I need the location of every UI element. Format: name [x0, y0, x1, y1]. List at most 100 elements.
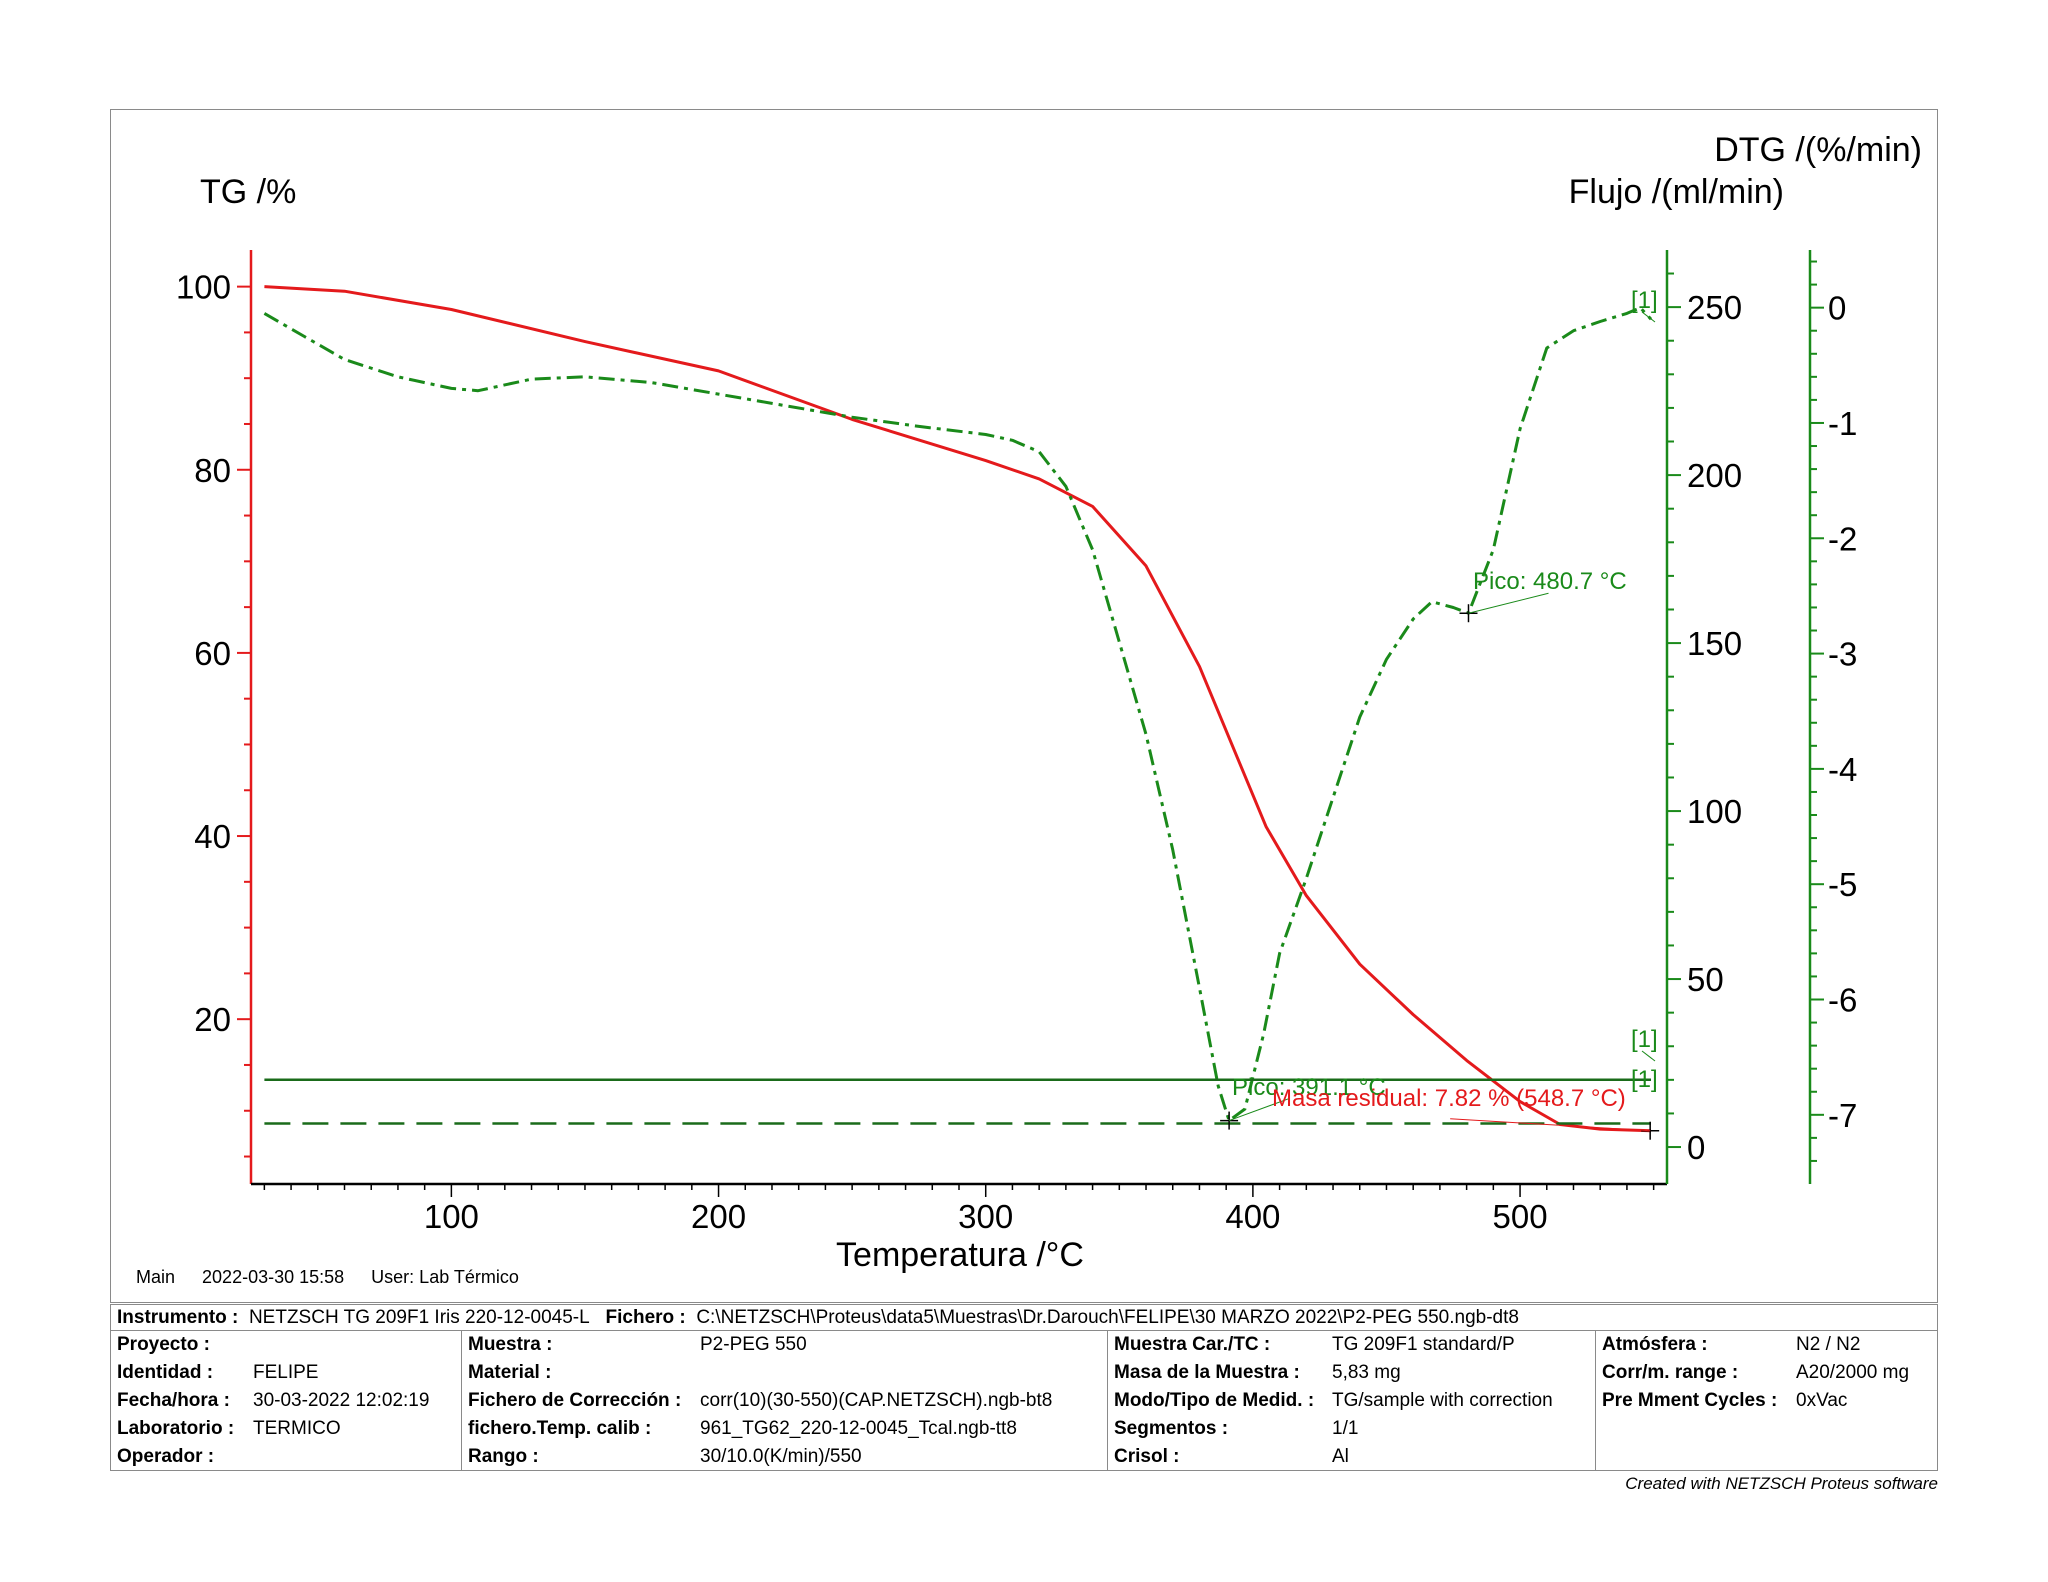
info-row: Segmentos : 1/1 — [1108, 1415, 1595, 1443]
info-column-3: Muestra Car./TC : TG 209F1 standard/P Masa… — [1107, 1331, 1595, 1470]
info-value: TG/sample with correction — [1332, 1390, 1553, 1411]
info-value: A20/2000 mg — [1796, 1362, 1910, 1383]
info-row: Muestra Car./TC : TG 209F1 standard/P — [1108, 1331, 1595, 1359]
info-column-4: Atmósfera : N2 / N2 Corr/m. range : A20/200… — [1595, 1331, 1939, 1470]
info-value: 0xVac — [1796, 1390, 1848, 1411]
info-key: Fichero de Corrección : — [468, 1390, 682, 1411]
info-value: 961_TG62_220-12-0045_Tcal.ngb-tt8 — [700, 1418, 1017, 1439]
info-row: Fecha/hora : 30-03-2022 12:02:19 — [111, 1387, 461, 1415]
info-value: N2 / N2 — [1796, 1334, 1861, 1355]
info-key: Muestra Car./TC : — [1114, 1334, 1271, 1355]
x-tick-label: 300 — [958, 1198, 1013, 1235]
info-row: Crisol : Al — [1108, 1443, 1595, 1471]
dtg-tick-label: -7 — [1828, 1097, 1857, 1134]
x-tick-label: 100 — [424, 1198, 479, 1235]
dtg-tick-label: -3 — [1828, 636, 1857, 673]
info-row: Corr/m. range : A20/2000 mg — [1596, 1359, 1939, 1387]
info-row: Material : — [462, 1359, 1107, 1387]
info-row: fichero.Temp. calib : 961_TG62_220-12-004… — [462, 1415, 1107, 1443]
dtg-end-leader — [1641, 311, 1656, 323]
tg-tick-label: 100 — [176, 269, 231, 306]
dtg-tick-label: -1 — [1828, 405, 1857, 442]
info-value: 1/1 — [1332, 1418, 1359, 1439]
axes: 20 40 60 80 100 100 200 300 400 500 0 50 100 150 200 25… — [176, 250, 1857, 1235]
flow-tick-label: 150 — [1687, 625, 1742, 662]
residual-leader — [1450, 1118, 1651, 1132]
info-row: Rango : 30/10.0(K/min)/550 — [462, 1443, 1107, 1471]
flow-tick-label: 0 — [1687, 1129, 1705, 1166]
flow2-end-marker: [1] — [1631, 1066, 1658, 1093]
info-row: Muestra : P2-PEG 550 — [462, 1331, 1107, 1359]
info-value: corr(10)(30-550)(CAP.NETZSCH).ngb-bt8 — [700, 1390, 1053, 1411]
flow-axis-title: Flujo /(ml/min) — [1569, 173, 1784, 211]
info-row: Pre Mment Cycles : 0xVac — [1596, 1387, 1939, 1415]
info-key: Modo/Tipo de Medid. : — [1114, 1390, 1315, 1411]
flow1-end-marker: [1] — [1631, 1026, 1658, 1053]
flow-tick-label: 200 — [1687, 457, 1742, 494]
info-table: Proyecto : Identidad : FELIPE Fecha/hora : 3… — [110, 1331, 1938, 1471]
info-value: FELIPE — [253, 1362, 319, 1383]
info-row: Operador : — [111, 1443, 461, 1471]
dtg-tick-label: 0 — [1828, 290, 1846, 327]
info-key: Operador : — [117, 1446, 215, 1467]
dtg-tick-label: -2 — [1828, 520, 1857, 557]
series-dtg — [263, 306, 1653, 1123]
info-key: Atmósfera : — [1602, 1334, 1708, 1355]
info-key: Muestra : — [468, 1334, 553, 1355]
info-value: 30-03-2022 12:02:19 — [253, 1390, 430, 1411]
dtg-axis-title: DTG /(%/min) — [1714, 131, 1922, 169]
info-key: Pre Mment Cycles : — [1602, 1390, 1778, 1411]
x-tick-label: 500 — [1493, 1198, 1548, 1235]
annotations — [1220, 311, 1660, 1140]
info-value: TERMICO — [253, 1418, 341, 1439]
info-key: Rango : — [468, 1446, 539, 1467]
meta-line: Main 2022-03-30 15:58 User: Lab Térmico — [136, 1267, 541, 1288]
series — [263, 285, 1653, 1133]
info-key: Corr/m. range : — [1602, 1362, 1739, 1383]
series-tg — [264, 285, 1652, 1133]
info-key: Segmentos : — [1114, 1418, 1229, 1439]
info-key: Crisol : — [1114, 1446, 1180, 1467]
meta-user: User: Lab Térmico — [371, 1267, 519, 1287]
dtg-tick-label: -6 — [1828, 982, 1857, 1019]
dtg-end-marker: [1] — [1631, 287, 1658, 314]
peak2-leader — [1468, 592, 1549, 614]
info-row: Fichero de Corrección : corr(10)(30-550)(… — [462, 1387, 1107, 1415]
residual-label: Masa residual: 7.82 % (548.7 °C) — [1272, 1085, 1626, 1112]
info-value: Al — [1332, 1446, 1349, 1467]
tg-tick-label: 40 — [194, 818, 231, 855]
info-key: Masa de la Muestra : — [1114, 1362, 1300, 1383]
info-row: Modo/Tipo de Medid. : TG/sample with corr… — [1108, 1387, 1595, 1415]
info-value: TG 209F1 standard/P — [1332, 1334, 1515, 1355]
info-row: Identidad : FELIPE — [111, 1359, 461, 1387]
dtg-tick-label: -5 — [1828, 866, 1857, 903]
info-key: Proyecto : — [117, 1334, 210, 1355]
info-row: Masa de la Muestra : 5,83 mg — [1108, 1359, 1595, 1387]
flow-tick-label: 50 — [1687, 961, 1724, 998]
info-row: Proyecto : — [111, 1331, 461, 1359]
info-key: fichero.Temp. calib : — [468, 1418, 652, 1439]
instrument-bar: Instrumento : NETZSCH TG 209F1 Iris 220-… — [110, 1304, 1938, 1331]
flow1-end-leader — [1641, 1050, 1656, 1062]
x-tick-label: 400 — [1225, 1198, 1280, 1235]
x-tick-label: 200 — [691, 1198, 746, 1235]
dtg-tick-label: -4 — [1828, 751, 1857, 788]
info-key: Identidad : — [117, 1362, 214, 1383]
tg-tick-label: 20 — [194, 1001, 231, 1038]
footer-credit: Created with NETZSCH Proteus software — [1625, 1474, 1938, 1493]
tg-axis-title: TG /% — [200, 173, 296, 211]
file-label: Fichero : — [605, 1307, 686, 1328]
info-column-2: Muestra : P2-PEG 550 Material : Fichero de … — [461, 1331, 1107, 1470]
info-value: P2-PEG 550 — [700, 1334, 807, 1355]
info-value: 5,83 mg — [1332, 1362, 1401, 1383]
peak1-leader — [1228, 1098, 1290, 1122]
tg-tick-label: 80 — [194, 452, 231, 489]
instrument-label: Instrumento : — [117, 1307, 239, 1328]
flow-tick-label: 250 — [1687, 289, 1742, 326]
chart-frame — [110, 109, 1938, 1303]
x-axis-title: Temperatura /°C — [836, 1236, 1084, 1274]
info-key: Fecha/hora : — [117, 1390, 230, 1411]
info-column-1: Proyecto : Identidad : FELIPE Fecha/hora : 3… — [111, 1331, 461, 1470]
peak2-label: Pico: 480.7 °C — [1473, 568, 1627, 595]
tg-tick-label: 60 — [194, 635, 231, 672]
